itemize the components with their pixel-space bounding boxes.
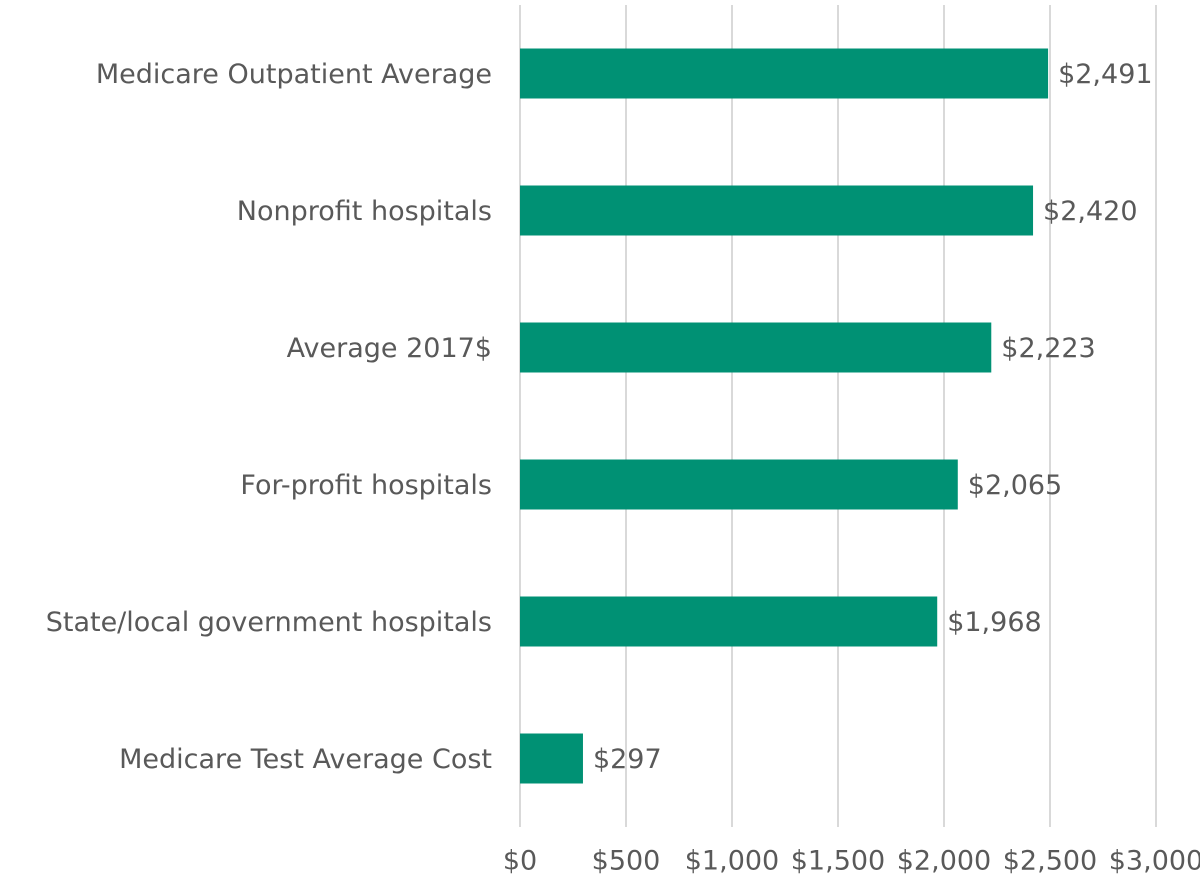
y-tick-label: For-profit hospitals bbox=[240, 470, 492, 501]
bar bbox=[520, 185, 1034, 236]
data-label: $1,968 bbox=[947, 607, 1041, 638]
bar bbox=[520, 322, 992, 373]
data-label: $297 bbox=[593, 744, 662, 775]
bar bbox=[520, 733, 583, 784]
y-tick-label: Average 2017$ bbox=[287, 333, 492, 364]
data-label: $2,065 bbox=[968, 470, 1062, 501]
bar bbox=[520, 459, 958, 510]
x-tick-label: $1,000 bbox=[685, 846, 779, 877]
y-tick-label: Nonprofit hospitals bbox=[237, 196, 492, 227]
x-tick-label: $0 bbox=[503, 846, 537, 877]
bar bbox=[520, 48, 1049, 99]
y-tick-label: State/local government hospitals bbox=[46, 607, 492, 638]
x-tick-label: $2,000 bbox=[897, 846, 991, 877]
x-tick-label: $2,500 bbox=[1003, 846, 1097, 877]
data-label: $2,223 bbox=[1001, 333, 1095, 364]
y-tick-label: Medicare Outpatient Average bbox=[96, 59, 492, 90]
x-tick-label: $1,500 bbox=[791, 846, 885, 877]
x-tick-label: $3,000 bbox=[1109, 846, 1200, 877]
bar bbox=[520, 596, 938, 647]
y-tick-label: Medicare Test Average Cost bbox=[119, 744, 492, 775]
data-label: $2,491 bbox=[1058, 59, 1152, 90]
x-tick-label: $500 bbox=[592, 846, 661, 877]
data-label: $2,420 bbox=[1043, 196, 1137, 227]
